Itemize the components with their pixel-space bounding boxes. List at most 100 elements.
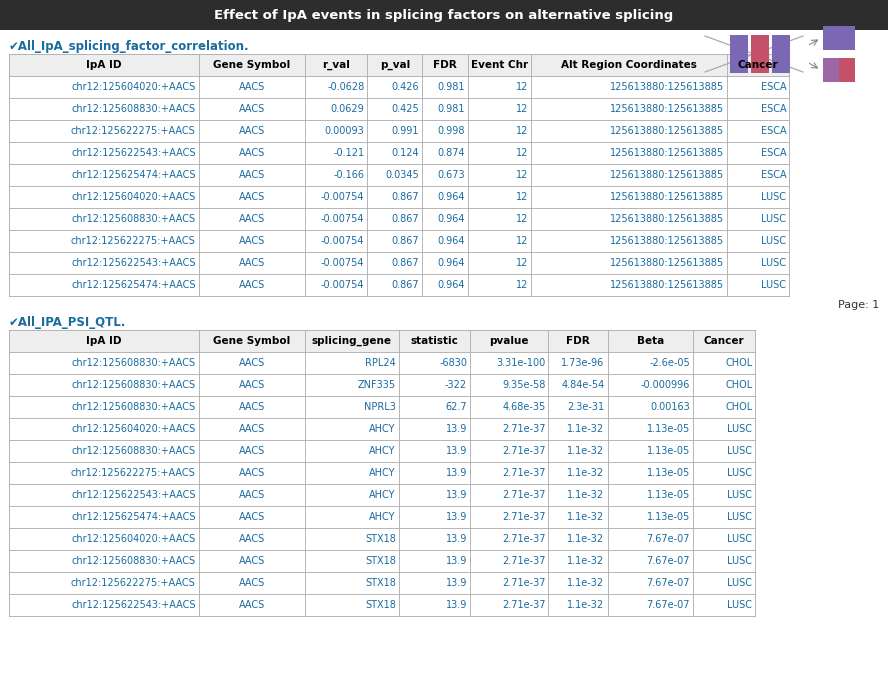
Text: 1.1e-32: 1.1e-32 [567,446,605,456]
Text: chr12:125622275:+AACS: chr12:125622275:+AACS [71,236,195,246]
Text: AHCY: AHCY [369,446,396,456]
Text: 7.67e-07: 7.67e-07 [646,578,690,588]
Text: LUSC: LUSC [727,424,752,434]
Text: 1.1e-32: 1.1e-32 [567,578,605,588]
Text: 4.84e-54: 4.84e-54 [561,380,605,390]
Text: 12: 12 [516,192,528,202]
Text: chr12:125608830:+AACS: chr12:125608830:+AACS [72,446,195,456]
Text: 12: 12 [516,214,528,224]
Text: 12: 12 [516,82,528,92]
Text: LUSC: LUSC [761,258,787,268]
Text: 1.73e-96: 1.73e-96 [561,358,605,368]
Text: chr12:125625474:+AACS: chr12:125625474:+AACS [71,512,195,522]
Text: CHOL: CHOL [725,358,752,368]
Text: 1.1e-32: 1.1e-32 [567,600,605,610]
Bar [751,35,769,73]
Text: 0.964: 0.964 [438,258,465,268]
Text: chr12:125625474:+AACS: chr12:125625474:+AACS [71,280,195,290]
Text: AACS: AACS [239,490,265,500]
Text: 2.71e-37: 2.71e-37 [502,490,545,500]
Text: 12: 12 [516,280,528,290]
Text: 13.9: 13.9 [446,446,467,456]
Text: Alt Region Coordinates: Alt Region Coordinates [561,60,697,70]
Text: AACS: AACS [239,534,265,544]
Text: 13.9: 13.9 [446,556,467,566]
Text: FDR: FDR [433,60,457,70]
Text: -6830: -6830 [439,358,467,368]
Text: AACS: AACS [239,578,265,588]
Text: chr12:125608830:+AACS: chr12:125608830:+AACS [72,358,195,368]
Text: LUSC: LUSC [727,578,752,588]
Text: LUSC: LUSC [727,490,752,500]
Text: Gene Symbol: Gene Symbol [213,336,290,346]
Text: 1.1e-32: 1.1e-32 [567,512,605,522]
Text: AACS: AACS [239,104,265,114]
Bar [823,58,855,82]
Text: Beta: Beta [637,336,664,346]
Text: 12: 12 [516,104,528,114]
Text: ✔All_IPA_PSI_QTL.: ✔All_IPA_PSI_QTL. [9,316,126,329]
Text: 3.31e-100: 3.31e-100 [496,358,545,368]
Text: AACS: AACS [239,192,265,202]
Bar [9,330,756,352]
Text: 4.68e-35: 4.68e-35 [502,402,545,412]
Text: 0.964: 0.964 [438,192,465,202]
Text: 0.673: 0.673 [438,170,465,180]
Bar [823,58,839,82]
Text: LUSC: LUSC [727,512,752,522]
Text: 125613880:125613885: 125613880:125613885 [610,236,724,246]
Text: 0.00163: 0.00163 [650,402,690,412]
Text: AACS: AACS [239,236,265,246]
Text: AACS: AACS [239,280,265,290]
Text: ESCA: ESCA [761,170,787,180]
Text: 2.71e-37: 2.71e-37 [502,446,545,456]
Text: 0.867: 0.867 [392,280,419,290]
Text: 0.425: 0.425 [392,104,419,114]
Text: chr12:125608830:+AACS: chr12:125608830:+AACS [72,556,195,566]
Text: AACS: AACS [239,402,265,412]
Text: LUSC: LUSC [761,214,787,224]
Text: Page: 1: Page: 1 [837,300,879,310]
Text: -0.00754: -0.00754 [321,258,364,268]
Text: ESCA: ESCA [761,82,787,92]
Text: 13.9: 13.9 [446,578,467,588]
Text: 0.867: 0.867 [392,192,419,202]
Text: AACS: AACS [239,468,265,478]
Text: 1.13e-05: 1.13e-05 [646,468,690,478]
Text: 1.13e-05: 1.13e-05 [646,424,690,434]
Text: LUSC: LUSC [727,468,752,478]
Text: r_val: r_val [322,60,350,70]
Text: 125613880:125613885: 125613880:125613885 [610,280,724,290]
Text: 9.35e-58: 9.35e-58 [502,380,545,390]
Text: 7.67e-07: 7.67e-07 [646,556,690,566]
Text: LUSC: LUSC [761,280,787,290]
Text: splicing_gene: splicing_gene [312,336,392,346]
Text: ESCA: ESCA [761,126,787,136]
Text: Cancer: Cancer [738,60,779,70]
Text: -0.0628: -0.0628 [327,82,364,92]
Text: LUSC: LUSC [761,236,787,246]
Text: AACS: AACS [239,446,265,456]
Text: -322: -322 [445,380,467,390]
Text: 13.9: 13.9 [446,468,467,478]
Text: IpA ID: IpA ID [86,60,122,70]
Text: CHOL: CHOL [725,402,752,412]
Text: chr12:125622275:+AACS: chr12:125622275:+AACS [71,468,195,478]
Text: 13.9: 13.9 [446,424,467,434]
Text: STX18: STX18 [365,534,396,544]
Text: chr12:125622543:+AACS: chr12:125622543:+AACS [71,148,195,158]
Text: 0.0629: 0.0629 [330,104,364,114]
Text: 0.00093: 0.00093 [325,126,364,136]
Text: 2.71e-37: 2.71e-37 [502,468,545,478]
Text: 0.991: 0.991 [392,126,419,136]
Text: 0.426: 0.426 [392,82,419,92]
Text: AACS: AACS [239,214,265,224]
Text: chr12:125622275:+AACS: chr12:125622275:+AACS [71,578,195,588]
Text: -2.6e-05: -2.6e-05 [649,358,690,368]
Text: ZNF335: ZNF335 [358,380,396,390]
Text: -0.000996: -0.000996 [640,380,690,390]
Text: 7.67e-07: 7.67e-07 [646,600,690,610]
Text: statistic: statistic [410,336,458,346]
Text: NPRL3: NPRL3 [364,402,396,412]
Text: 2.71e-37: 2.71e-37 [502,534,545,544]
